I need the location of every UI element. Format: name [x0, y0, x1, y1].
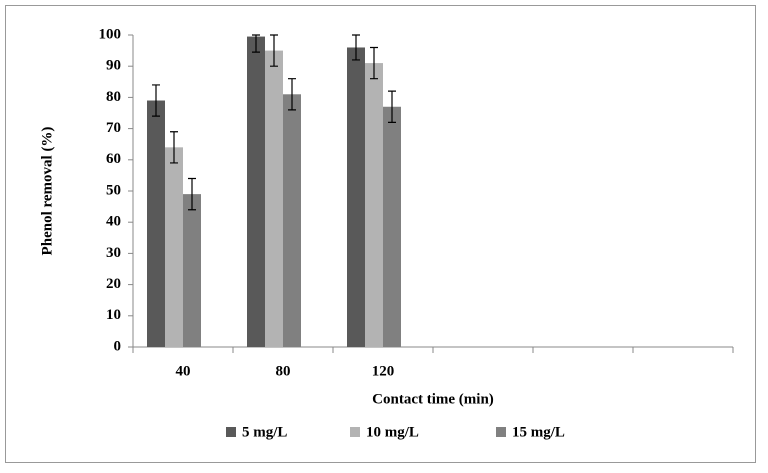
- bar: [247, 36, 265, 348]
- error-bar: [270, 34, 278, 67]
- x-tick-label: 80: [276, 363, 291, 379]
- error-bar: [388, 90, 396, 123]
- error-bar: [188, 177, 196, 211]
- legend-label: 10 mg/L: [366, 424, 419, 440]
- bar: [383, 106, 401, 347]
- bar: [183, 194, 201, 347]
- bar: [365, 63, 383, 348]
- y-tick-label: 90: [106, 58, 121, 74]
- y-tick-label: 0: [114, 338, 122, 354]
- error-bar: [252, 34, 260, 53]
- error-bar: [170, 131, 178, 164]
- error-bar: [370, 46, 378, 80]
- y-tick-label: 10: [106, 307, 121, 323]
- x-tick-label: 40: [176, 363, 191, 379]
- x-axis-label: Contact time (min): [372, 391, 494, 407]
- legend-swatch: [496, 427, 506, 437]
- y-tick-label: 80: [106, 89, 121, 105]
- error-bar: [288, 78, 296, 111]
- legend-label: 5 mg/L: [242, 424, 287, 440]
- y-tick-label: 20: [106, 276, 121, 292]
- legend-label: 15 mg/L: [512, 424, 565, 440]
- y-tick-label: 60: [106, 151, 121, 167]
- bar: [165, 147, 183, 347]
- x-tick-label: 120: [372, 363, 395, 379]
- bar: [265, 50, 283, 347]
- y-tick-label: 70: [106, 120, 121, 136]
- y-tick-label: 50: [106, 182, 121, 198]
- error-bar: [352, 34, 360, 61]
- y-axis-label: Phenol removal (%): [39, 127, 55, 256]
- bar: [147, 100, 165, 348]
- legend-swatch: [350, 427, 360, 437]
- y-tick-label: 40: [106, 214, 121, 230]
- y-tick-label: 30: [106, 245, 121, 261]
- bar: [347, 47, 365, 347]
- legend-swatch: [226, 427, 236, 437]
- y-tick-label: 100: [99, 26, 122, 42]
- error-bar: [152, 84, 160, 117]
- bar: [283, 94, 301, 347]
